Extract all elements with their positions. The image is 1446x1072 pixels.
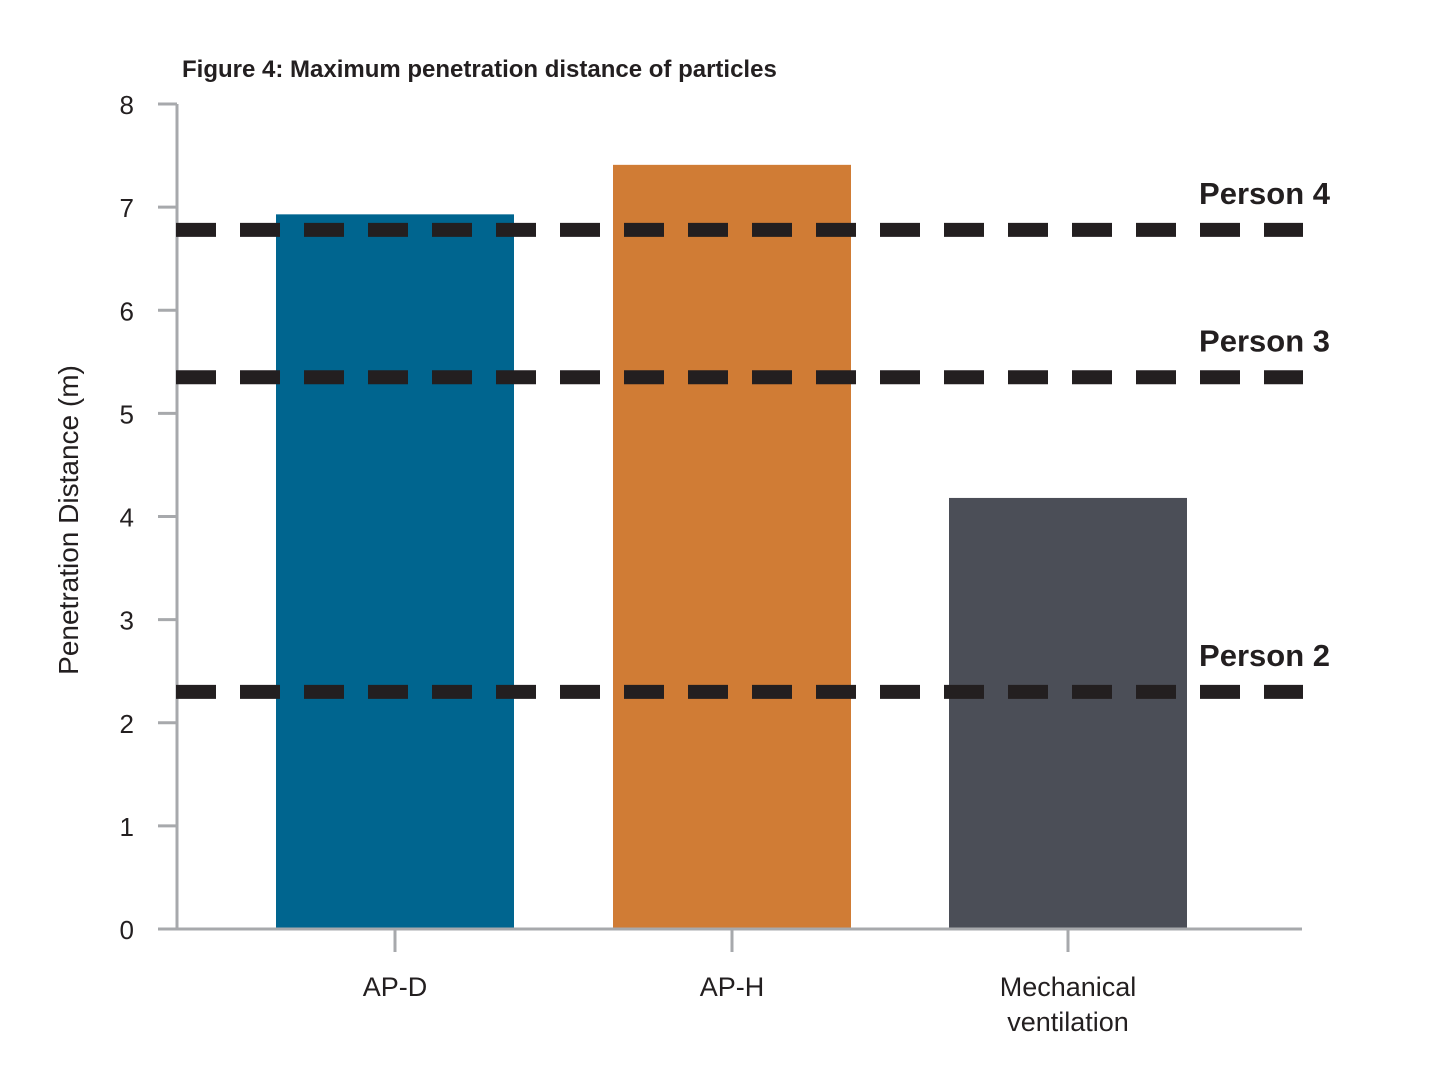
y-tick-label: 0 <box>120 915 134 945</box>
reference-line-label: Person 4 <box>1199 176 1331 211</box>
bar-0 <box>276 214 514 929</box>
reference-line-label: Person 2 <box>1199 638 1330 673</box>
x-tick-label: Mechanical <box>1000 972 1137 1002</box>
y-axis-label: Penetration Distance (m) <box>53 365 84 675</box>
x-tick-label: ventilation <box>1007 1007 1129 1037</box>
x-tick-label: AP-D <box>363 972 428 1002</box>
y-tick-label: 7 <box>120 193 134 223</box>
y-tick-label: 2 <box>120 709 134 739</box>
reference-line-label: Person 3 <box>1199 323 1330 358</box>
y-tick-label: 1 <box>120 812 134 842</box>
y-tick-label: 5 <box>120 399 134 429</box>
y-tick-label: 6 <box>120 296 134 326</box>
y-tick-label: 3 <box>120 606 134 636</box>
chart-title: Figure 4: Maximum penetration distance o… <box>182 56 777 83</box>
bar-2 <box>949 497 1187 929</box>
x-tick-label: AP-H <box>700 972 765 1002</box>
y-tick-label: 8 <box>120 90 134 120</box>
bar-1 <box>613 164 851 929</box>
y-tick-label: 4 <box>120 503 134 533</box>
